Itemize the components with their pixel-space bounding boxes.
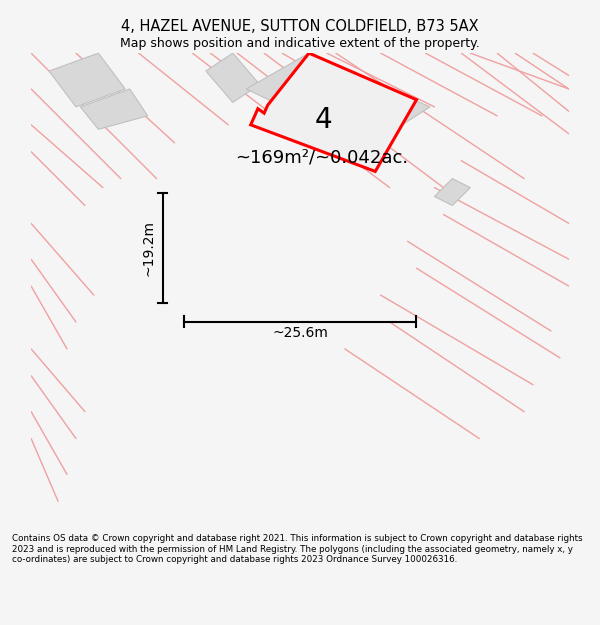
Polygon shape [80,89,148,129]
Text: ~25.6m: ~25.6m [272,326,328,341]
Polygon shape [434,179,470,206]
Text: Contains OS data © Crown copyright and database right 2021. This information is : Contains OS data © Crown copyright and d… [12,534,583,564]
Text: 4, HAZEL AVENUE, SUTTON COLDFIELD, B73 5AX: 4, HAZEL AVENUE, SUTTON COLDFIELD, B73 5… [121,19,479,34]
Polygon shape [206,53,260,102]
Polygon shape [49,53,125,107]
Polygon shape [246,53,430,148]
Text: 4: 4 [315,106,332,134]
Text: ~19.2m: ~19.2m [142,220,155,276]
Text: ~169m²/~0.042ac.: ~169m²/~0.042ac. [235,149,409,167]
Text: Map shows position and indicative extent of the property.: Map shows position and indicative extent… [120,38,480,50]
Polygon shape [251,53,416,171]
